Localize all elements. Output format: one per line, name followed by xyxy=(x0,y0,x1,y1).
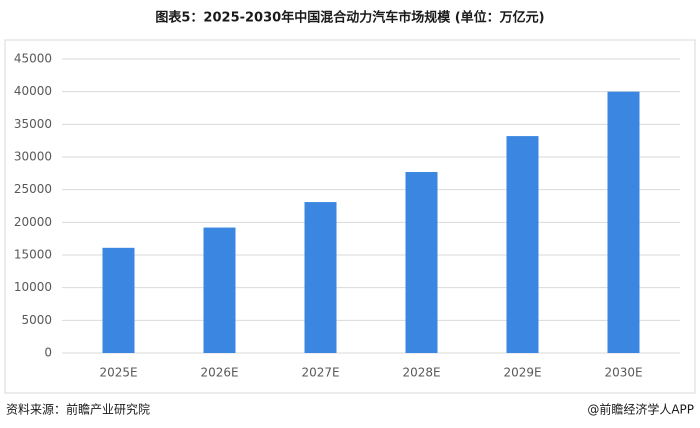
y-tick-label: 40000 xyxy=(14,84,52,98)
bar xyxy=(203,227,236,353)
x-tick-label: 2030E xyxy=(604,366,642,380)
y-tick-label: 5000 xyxy=(21,313,52,327)
y-tick-label: 25000 xyxy=(14,182,52,196)
bar xyxy=(405,172,438,353)
y-tick-label: 15000 xyxy=(14,248,52,262)
y-tick-label: 30000 xyxy=(14,150,52,164)
y-tick-label: 0 xyxy=(44,346,52,360)
y-tick-label: 10000 xyxy=(14,280,52,294)
credit: @前瞻经济学人APP xyxy=(587,402,694,417)
x-tick-label: 2029E xyxy=(503,366,541,380)
bar xyxy=(506,136,539,353)
bar xyxy=(102,247,135,353)
chart-title: 图表5：2025-2030年中国混合动力汽车市场规模 (单位：万亿元) xyxy=(155,10,544,26)
x-tick-label: 2026E xyxy=(200,366,238,380)
source: 资料来源：前瞻产业研究院 xyxy=(6,402,150,417)
y-tick-label: 45000 xyxy=(14,52,52,66)
bar xyxy=(607,91,640,354)
bar xyxy=(304,202,337,353)
x-tick-label: 2025E xyxy=(99,366,137,380)
y-tick-label: 35000 xyxy=(14,117,52,131)
chart-frame xyxy=(4,39,696,394)
y-tick-label: 20000 xyxy=(14,215,52,229)
x-tick-label: 2027E xyxy=(301,366,339,380)
x-tick-label: 2028E xyxy=(402,366,440,380)
